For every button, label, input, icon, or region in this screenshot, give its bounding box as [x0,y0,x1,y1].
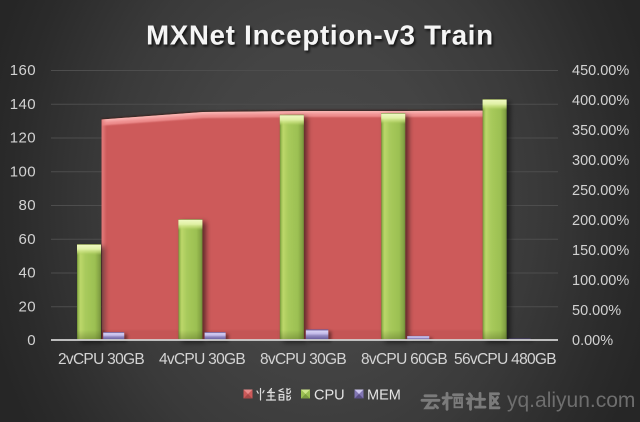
svg-text:MXNet Inception-v3 Train: MXNet Inception-v3 Train [146,20,494,51]
svg-text:20: 20 [19,298,37,315]
svg-text:160: 160 [10,62,36,79]
svg-text:450.00%: 450.00% [572,63,629,79]
svg-text:100.00%: 100.00% [572,273,629,289]
svg-text:56vCPU 480GB: 56vCPU 480GB [454,351,556,368]
svg-text:CPU: CPU [314,388,345,404]
svg-text:50.00%: 50.00% [572,303,621,319]
svg-text:250.00%: 250.00% [572,183,629,199]
svg-text:300.00%: 300.00% [572,153,629,169]
svg-text:400.00%: 400.00% [572,93,629,109]
svg-text:yq.aliyun.com: yq.aliyun.com [507,389,635,412]
svg-text:0: 0 [27,332,36,349]
svg-text:60: 60 [19,231,37,248]
svg-text:4vCPU 30GB: 4vCPU 30GB [159,351,245,368]
svg-text:140: 140 [10,96,36,113]
svg-text:200.00%: 200.00% [572,213,629,229]
svg-text:8vCPU 60GB: 8vCPU 60GB [361,351,447,368]
svg-text:350.00%: 350.00% [572,123,629,139]
svg-text:8vCPU 30GB: 8vCPU 30GB [260,351,346,368]
svg-text:40: 40 [19,265,37,282]
svg-text:120: 120 [10,130,36,147]
svg-text:150.00%: 150.00% [572,243,629,259]
svg-text:0.00%: 0.00% [572,333,613,349]
svg-text:80: 80 [19,197,37,214]
svg-text:100: 100 [10,163,36,180]
svg-text:2vCPU 30GB: 2vCPU 30GB [58,351,144,368]
svg-text:MEM: MEM [367,388,401,404]
